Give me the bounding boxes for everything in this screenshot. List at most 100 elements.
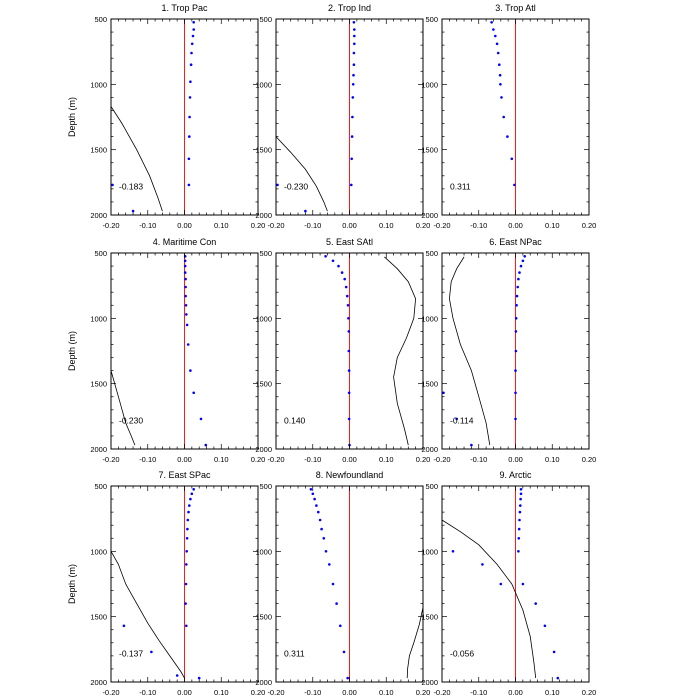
x-tick-label: 0.20	[251, 688, 266, 697]
y-tick-label: 1500	[421, 146, 438, 155]
data-point	[350, 157, 354, 161]
correlation-curve	[384, 256, 417, 446]
panel-title: 6. East NPac	[489, 237, 542, 247]
data-point	[521, 259, 525, 263]
data-point	[347, 391, 351, 395]
y-tick-label: 1500	[255, 380, 272, 389]
data-point	[514, 317, 518, 320]
correlation-annotation: 0.140	[284, 415, 306, 425]
data-point	[353, 28, 356, 31]
x-tick-label: 0.10	[214, 221, 229, 230]
correlation-annotation: -0.056	[450, 648, 474, 658]
data-point	[451, 550, 455, 553]
panel-5: 5. East SAtl -0.20 -0.10 0.00 0.10 0.20 500 100…	[255, 237, 430, 464]
x-tick-label: 0.10	[379, 221, 394, 230]
x-tick-label: -0.10	[470, 688, 487, 697]
correlation-annotation: 0.311	[450, 181, 471, 191]
data-point	[543, 624, 547, 628]
data-point	[519, 264, 523, 268]
data-point	[187, 183, 191, 187]
data-point	[184, 277, 187, 281]
correlation-curve	[275, 136, 328, 212]
data-point	[320, 527, 323, 531]
panel-7: 7. East SPac -0.20 -0.10 0.00 0.10 0.20 500 100…	[67, 470, 265, 697]
data-point	[492, 28, 495, 31]
y-tick-label: 500	[94, 15, 107, 24]
data-point	[185, 624, 188, 628]
y-tick-label: 500	[259, 15, 272, 24]
data-point	[515, 294, 519, 298]
data-point	[517, 537, 521, 540]
x-tick-label: 0.10	[545, 221, 560, 230]
data-point	[188, 504, 191, 507]
data-point	[189, 497, 192, 501]
x-tick-label: 0.10	[545, 455, 560, 464]
correlation-annotation: -0.114	[450, 415, 474, 425]
data-point	[187, 157, 191, 161]
data-point	[188, 96, 192, 99]
y-tick-label: 2000	[90, 678, 107, 687]
data-point	[184, 602, 187, 605]
data-point	[192, 28, 195, 31]
data-point	[514, 369, 517, 372]
y-tick-label: 1000	[421, 547, 438, 556]
data-point	[324, 254, 327, 258]
y-tick-label: 500	[425, 249, 438, 258]
x-tick-label: -0.20	[267, 455, 284, 464]
y-tick-label: 500	[425, 15, 438, 24]
data-point	[350, 183, 353, 187]
y-axis-label: Depth (m)	[67, 97, 77, 137]
data-point	[499, 582, 503, 586]
data-point	[150, 650, 153, 654]
data-point	[331, 259, 335, 263]
data-point	[340, 271, 344, 274]
y-tick-label: 1000	[255, 547, 272, 556]
panel-title: 7. East SPac	[158, 470, 211, 480]
data-point	[502, 115, 506, 119]
data-point	[188, 115, 191, 119]
data-point	[344, 285, 348, 289]
y-axis-label: Depth (m)	[67, 564, 77, 604]
data-point	[337, 264, 340, 268]
panel-title: 4. Maritime Con	[153, 237, 217, 247]
data-point	[519, 488, 523, 491]
y-tick-label: 1500	[255, 146, 272, 155]
panel-3: 3. Trop Atl -0.20 -0.10 0.00 0.10 0.20 500 1000…	[421, 3, 596, 230]
x-tick-label: 0.10	[214, 455, 229, 464]
data-point	[517, 527, 521, 531]
data-point	[313, 497, 316, 501]
data-point	[494, 34, 497, 38]
data-point	[498, 73, 502, 77]
x-tick-label: -0.10	[304, 221, 321, 230]
x-tick-label: 0.00	[342, 455, 357, 464]
data-point	[190, 42, 194, 46]
data-point	[311, 492, 315, 496]
y-tick-label: 1000	[90, 547, 107, 556]
data-point	[442, 391, 445, 395]
y-tick-label: 1500	[255, 613, 272, 622]
data-point	[346, 294, 349, 298]
x-tick-label: 0.00	[342, 688, 357, 697]
data-point	[185, 323, 189, 327]
x-tick-label: -0.10	[139, 688, 156, 697]
data-point	[186, 518, 190, 522]
data-point	[534, 602, 537, 605]
data-point	[185, 550, 188, 553]
data-point	[347, 417, 351, 421]
panel-title: 5. East SAtl	[326, 237, 373, 247]
data-point	[521, 582, 525, 586]
y-tick-label: 1500	[421, 380, 438, 389]
correlation-annotation: -0.183	[119, 181, 143, 191]
x-tick-label: 0.00	[177, 688, 192, 697]
data-point	[350, 135, 354, 138]
x-tick-label: -0.10	[139, 455, 156, 464]
x-tick-label: -0.10	[470, 455, 487, 464]
data-point	[324, 550, 328, 553]
x-tick-label: 0.00	[508, 221, 523, 230]
y-tick-label: 500	[425, 482, 438, 491]
data-point	[309, 488, 313, 491]
x-tick-label: 0.20	[416, 688, 431, 697]
y-tick-label: 500	[259, 249, 272, 258]
data-point	[192, 391, 195, 395]
data-point	[353, 42, 356, 46]
